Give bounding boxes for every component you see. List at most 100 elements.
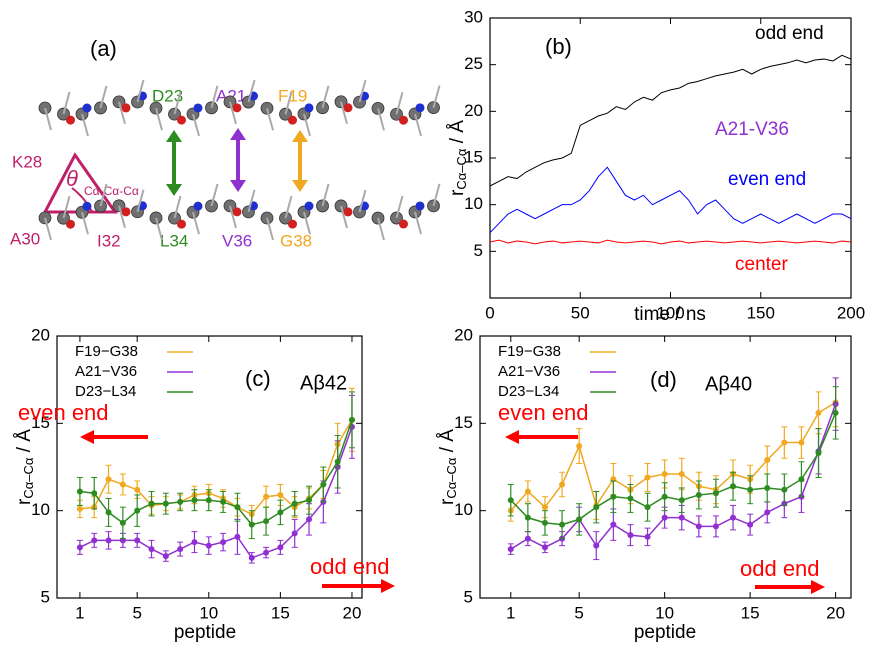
x-tick-label: 1 (506, 603, 515, 622)
x-tick-label: 200 (837, 303, 865, 322)
point (77, 544, 83, 550)
point (292, 501, 298, 507)
point (764, 485, 770, 491)
y-label-sub: Cα–Cα (444, 457, 459, 499)
molecule-panel: (a) D23 A21 F19 K28 A30 I32 L34 V36 G38 … (10, 36, 440, 251)
point (91, 537, 97, 543)
atom (177, 116, 186, 125)
point (77, 506, 83, 512)
point (106, 509, 112, 515)
point (120, 520, 126, 526)
point (206, 497, 212, 503)
point (349, 417, 355, 423)
atom (233, 103, 242, 112)
y-tick-label: 20 (454, 325, 473, 344)
point (679, 515, 685, 521)
point (610, 522, 616, 528)
point (662, 471, 668, 477)
x-tick-label: 20 (826, 603, 845, 622)
point (234, 504, 240, 510)
point (662, 515, 668, 521)
end-label: odd end (740, 556, 820, 581)
series-label: odd end (755, 23, 824, 44)
atom (83, 202, 92, 211)
angle-symbol: θ (66, 166, 78, 191)
point (576, 516, 582, 522)
y-label-sub: Cα–Cα (454, 148, 469, 190)
point (833, 410, 839, 416)
panel-label: (a) (90, 36, 117, 61)
point (559, 522, 565, 528)
annotation: A21-V36 (715, 119, 789, 140)
x-tick-label: 5 (574, 603, 583, 622)
point (525, 536, 531, 542)
point (206, 543, 212, 549)
point (277, 509, 283, 515)
point (277, 544, 283, 550)
subtitle: Aβ42 (300, 372, 347, 394)
atom (233, 207, 242, 216)
y-label-unit: / Å (447, 120, 468, 149)
panel-label: (c) (245, 366, 271, 391)
panel-label: (b) (545, 34, 572, 59)
atom (177, 220, 186, 229)
residue-label: V36 (222, 231, 252, 250)
point (106, 537, 112, 543)
end-arrow-head (381, 579, 395, 593)
point (559, 481, 565, 487)
point (662, 494, 668, 500)
x-tick-label: 10 (199, 603, 218, 622)
atom (399, 220, 408, 229)
atom (194, 202, 203, 211)
y-axis-label: rCα–Cα / Å (14, 429, 36, 505)
point (542, 544, 548, 550)
legend-label: D23−L34 (498, 383, 559, 400)
point (627, 532, 633, 538)
point (593, 504, 599, 510)
residue-label: F19 (278, 86, 307, 105)
x-tick-label: 20 (343, 603, 362, 622)
x-tick-label: 1 (75, 603, 84, 622)
atom (344, 207, 353, 216)
x-tick-label: 0 (485, 303, 494, 322)
x-tick-label: 150 (747, 303, 775, 322)
point (816, 410, 822, 416)
point (730, 515, 736, 521)
atom (416, 201, 425, 210)
point (177, 546, 183, 552)
legend-label: F19−G38 (75, 343, 138, 360)
atom (399, 116, 408, 125)
y-label-unit: / Å (437, 429, 458, 458)
residue-label: A30 (10, 229, 40, 248)
point (764, 509, 770, 515)
x-tick-label: 10 (655, 603, 674, 622)
angle-subscript: Cα-Cα-Cα (84, 184, 139, 198)
point (645, 504, 651, 510)
series-label: even end (728, 169, 806, 190)
point (263, 494, 269, 500)
end-label: odd end (310, 554, 390, 579)
series-line (511, 413, 836, 525)
point (713, 490, 719, 496)
figure: (a) D23 A21 F19 K28 A30 I32 L34 V36 G38 … (0, 0, 872, 646)
point (134, 537, 140, 543)
y-tick-label: 25 (464, 54, 483, 73)
legend-label: A21−V36 (75, 363, 137, 380)
point (747, 487, 753, 493)
atom (305, 103, 314, 112)
atom (288, 220, 297, 229)
point (263, 518, 269, 524)
point (525, 488, 531, 494)
distance-arrows (166, 128, 308, 196)
point (627, 495, 633, 501)
y-tick-label: 5 (41, 587, 50, 606)
point (335, 459, 341, 465)
y-axis-label: rCα–Cα / Å (437, 429, 459, 505)
point (610, 494, 616, 500)
point (525, 515, 531, 521)
legend-label: D23−L34 (75, 383, 136, 400)
y-tick-label: 10 (464, 194, 483, 213)
end-label: even end (498, 400, 589, 425)
point (134, 508, 140, 514)
residue-label: I32 (97, 231, 121, 250)
